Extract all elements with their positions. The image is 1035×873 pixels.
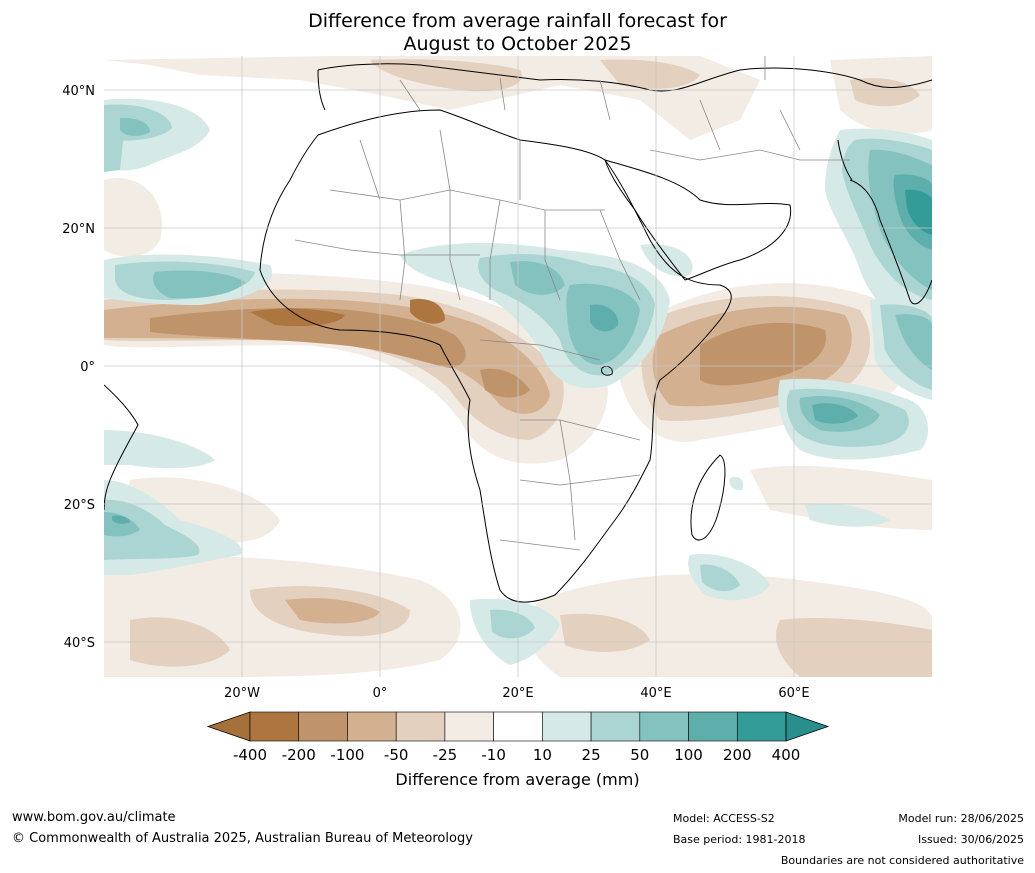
colorbar-tick-label: 400 (771, 746, 801, 764)
colorbar-tick-label: 50 (630, 746, 650, 764)
lat-label-40n: 40°N (62, 84, 95, 99)
lat-label-20n: 20°N (62, 222, 95, 237)
lon-label-60e: 60°E (778, 686, 809, 701)
anomaly-very-dry (150, 307, 826, 398)
lon-label-20e: 20°E (502, 686, 533, 701)
anomaly-max-wet (905, 189, 932, 235)
anomaly-extreme-dry (250, 299, 445, 327)
colorbar-tick-label: -400 (232, 746, 268, 764)
colorbar-tick-label: 10 (532, 746, 552, 764)
colorbar-segment (493, 711, 543, 742)
colorbar-tick-label: -200 (281, 746, 316, 764)
footer-model-run: Model run: 28/06/2025 (898, 812, 1024, 825)
colorbar-segment (249, 711, 300, 742)
coastlines (104, 63, 932, 603)
colorbar-segment (590, 711, 641, 742)
map-title: Difference from average rainfall forecas… (0, 10, 1035, 56)
lat-axis: 40°N 20°N 0° 20°S 40°S (62, 84, 95, 651)
anomaly-field (104, 56, 932, 677)
colorbar-segment (542, 711, 592, 742)
lon-label-40e: 40°E (640, 686, 671, 701)
title-line-2: August to October 2025 (403, 33, 632, 55)
colorbar-segment (736, 711, 787, 742)
lon-label-20w: 20°W (224, 686, 260, 701)
colorbar-segment (688, 711, 738, 742)
title-line-1: Difference from average rainfall forecas… (308, 10, 727, 32)
lat-label-40s: 40°S (64, 636, 95, 651)
footer-issued: Issued: 30/06/2025 (917, 833, 1024, 846)
colorbar-tick-label: -50 (383, 746, 409, 764)
lat-label-0: 0° (80, 360, 95, 375)
colorbar-segment (395, 711, 446, 742)
lat-label-20s: 20°S (64, 498, 95, 513)
footer-model: Model: ACCESS-S2 (673, 812, 775, 825)
colorbar-tick-label: -10 (481, 746, 506, 764)
footer-copyright: © Commonwealth of Australia 2025, Austra… (12, 831, 473, 846)
footer-disclaimer: Boundaries are not considered authoritat… (780, 854, 1024, 867)
colorbar-tick-label: 100 (674, 746, 703, 764)
colorbar-tick-label: 200 (722, 746, 752, 764)
lon-axis: 20°W 0° 20°E 40°E 60°E (224, 686, 810, 701)
colorbar-segment (347, 711, 397, 742)
colorbar-tick-label: 25 (581, 746, 601, 764)
footer-base-period: Base period: 1981-2018 (673, 833, 806, 846)
colorbar-segment (444, 711, 494, 742)
country-borders (294, 56, 850, 551)
colorbar-title: Difference from average (mm) (395, 770, 640, 789)
lon-label-0: 0° (373, 686, 388, 701)
colorbar-tick-label: -25 (432, 746, 458, 764)
colorbar-arrow-low (206, 711, 251, 742)
footer-url: www.bom.gov.au/climate (12, 810, 176, 825)
colorbar-arrow-high (785, 711, 830, 742)
colorbar-segment (298, 711, 348, 742)
colorbar-tick-label: -100 (330, 746, 365, 764)
gridlines (104, 56, 932, 677)
colorbar-segment (639, 711, 689, 742)
colorbar (206, 711, 830, 742)
